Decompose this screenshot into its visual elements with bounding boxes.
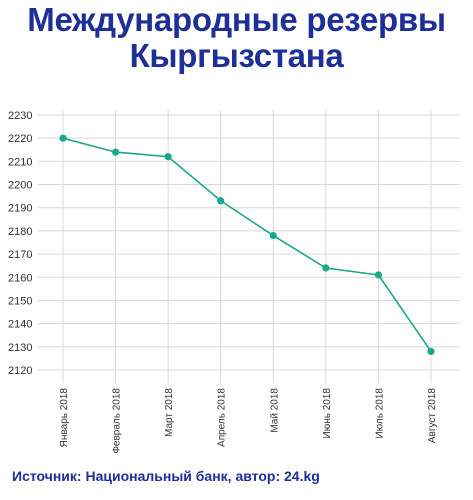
- line-chart: 2120 2130 2140 2150 2160 2170 2180 2190 2200 2210…: [8, 110, 460, 454]
- series-line: [62, 137, 432, 352]
- chart-title: Международные резервы Кыргызстана: [0, 2, 473, 74]
- x-tick-label: Январь 2018: [59, 388, 70, 448]
- y-tick-label: 2210: [8, 156, 32, 168]
- data-point: [164, 153, 172, 161]
- x-tick-label: Март 2018: [164, 388, 175, 437]
- x-tick-label: Июль 2018: [374, 388, 385, 439]
- y-tick-label: 2120: [8, 365, 32, 377]
- data-point: [374, 271, 383, 279]
- y-tick-label: 2130: [8, 342, 32, 354]
- y-tick-label: 2150: [8, 295, 32, 307]
- title-line-2: Кыргызстана: [129, 37, 344, 74]
- y-tick-label: 2160: [8, 272, 32, 284]
- y-tick-label: 2230: [8, 110, 32, 122]
- x-tick-label: Август 2018: [427, 388, 438, 444]
- y-tick-label: 2200: [8, 180, 32, 192]
- title-line-1: Международные резервы: [27, 1, 446, 38]
- y-tick-label: 2170: [8, 249, 32, 261]
- x-tick-label: Февраль 2018: [112, 388, 123, 454]
- y-tick-label: 2140: [8, 319, 32, 331]
- data-point: [217, 197, 225, 205]
- x-tick-label: Май 2018: [269, 388, 280, 433]
- x-tick-label: Июнь 2018: [322, 388, 333, 439]
- y-tick-label: 2220: [8, 133, 32, 145]
- y-tick-label: 2180: [8, 226, 32, 238]
- y-tick-label: 2190: [8, 203, 32, 215]
- data-point: [322, 264, 330, 272]
- data-point: [59, 134, 67, 142]
- source-note: Источник: Национальный банк, автор: 24.k…: [12, 468, 320, 484]
- data-point: [427, 347, 435, 356]
- data-point: [111, 148, 120, 156]
- data-point: [269, 231, 277, 240]
- x-tick-label: Апрель 2018: [217, 388, 228, 447]
